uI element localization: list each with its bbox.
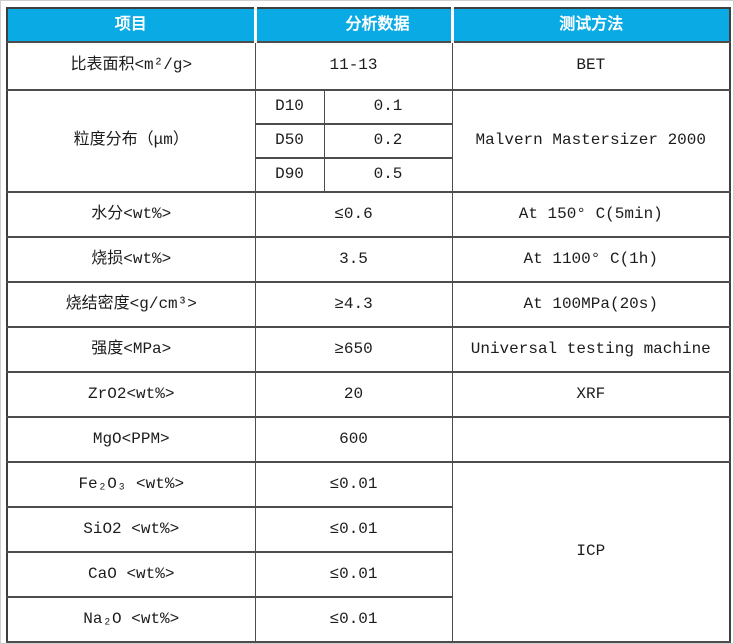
cell-moisture-value: ≤0.6 [254, 191, 453, 238]
row-sio2: SiO2 <wt%> ≤0.01 [6, 506, 730, 553]
cell-mgo-value: 600 [254, 416, 453, 463]
cell-cao-value: ≤0.01 [254, 551, 453, 598]
cell-strength-item: 强度<MPa> [6, 326, 256, 373]
cell-surface-area-item: 比表面积<m²/g> [6, 41, 256, 91]
row-mgo: MgO<PPM> 600 [6, 416, 731, 463]
cell-strength-value: ≥650 [254, 326, 453, 373]
header-item: 项目 [6, 7, 257, 43]
cell-d90-value: 0.5 [323, 157, 453, 193]
cell-d90-label: D90 [254, 157, 325, 193]
header-test-method: 测试方法 [450, 7, 732, 43]
cell-ignition-loss-item: 烧损<wt%> [6, 236, 256, 283]
cell-d50-value: 0.2 [323, 123, 453, 159]
cell-na2o-value: ≤0.01 [254, 596, 453, 643]
row-na2o: Na₂O <wt%> ≤0.01 [6, 596, 730, 643]
cell-particle-size-method: Malvern Mastersizer 2000 [451, 89, 731, 193]
row-particle-size-d10: 粒度分布（μm） D10 0.1 Malvern Mastersizer 200… [6, 89, 731, 193]
cell-d50-label: D50 [254, 123, 325, 159]
cell-sintered-density-value: ≥4.3 [254, 281, 453, 328]
cell-mgo-item: MgO<PPM> [6, 416, 256, 463]
row-moisture: 水分<wt%> ≤0.6 At 150° C(5min) [6, 191, 731, 238]
cell-sintered-density-item: 烧结密度<g/cm³> [6, 281, 256, 328]
cell-zro2-value: 20 [254, 371, 453, 418]
cell-icp-method: ICP [451, 461, 731, 643]
cell-na2o-item: Na₂O <wt%> [6, 596, 256, 643]
cell-strength-method: Universal testing machine [451, 326, 731, 373]
cell-sio2-item: SiO2 <wt%> [6, 506, 256, 553]
table-header-row: 项目 分析数据 测试方法 [6, 7, 732, 43]
row-surface-area: 比表面积<m²/g> 11-13 BET [6, 41, 731, 91]
row-cao: CaO <wt%> ≤0.01 [6, 551, 730, 598]
row-zro2: ZrO2<wt%> 20 XRF [6, 371, 731, 418]
cell-particle-size-item: 粒度分布（μm） [6, 89, 256, 193]
row-particle-size-d50: D50 0.2 [7, 123, 730, 159]
cell-surface-area-method: BET [451, 41, 731, 91]
row-particle-size-d90: D90 0.5 [7, 157, 730, 193]
cell-moisture-method: At 150° C(5min) [451, 191, 731, 238]
cell-zro2-method: XRF [451, 371, 731, 418]
cell-mgo-method [451, 416, 731, 463]
cell-fe2o3-item: Fe₂O₃ <wt%> [6, 461, 256, 508]
row-ignition-loss: 烧损<wt%> 3.5 At 1100° C(1h) [6, 236, 731, 283]
cell-moisture-item: 水分<wt%> [6, 191, 256, 238]
row-sintered-density: 烧结密度<g/cm³> ≥4.3 At 100MPa(20s) [6, 281, 731, 328]
row-strength: 强度<MPa> ≥650 Universal testing machine [6, 326, 731, 373]
cell-cao-item: CaO <wt%> [6, 551, 256, 598]
cell-surface-area-value: 11-13 [254, 41, 453, 91]
cell-zro2-item: ZrO2<wt%> [6, 371, 256, 418]
cell-d10-label: D10 [254, 89, 325, 125]
header-analysis-data: 分析数据 [253, 7, 454, 43]
cell-ignition-loss-method: At 1100° C(1h) [451, 236, 731, 283]
cell-d10-value: 0.1 [323, 89, 453, 125]
material-spec-table: 项目 分析数据 测试方法 比表面积<m²/g> 11-13 BET 粒度分布（μ… [6, 7, 732, 643]
row-fe2o3: Fe₂O₃ <wt%> ≤0.01 ICP [6, 461, 731, 643]
cell-sintered-density-method: At 100MPa(20s) [451, 281, 731, 328]
cell-sio2-value: ≤0.01 [254, 506, 453, 553]
cell-fe2o3-value: ≤0.01 [254, 461, 453, 508]
cell-ignition-loss-value: 3.5 [254, 236, 453, 283]
